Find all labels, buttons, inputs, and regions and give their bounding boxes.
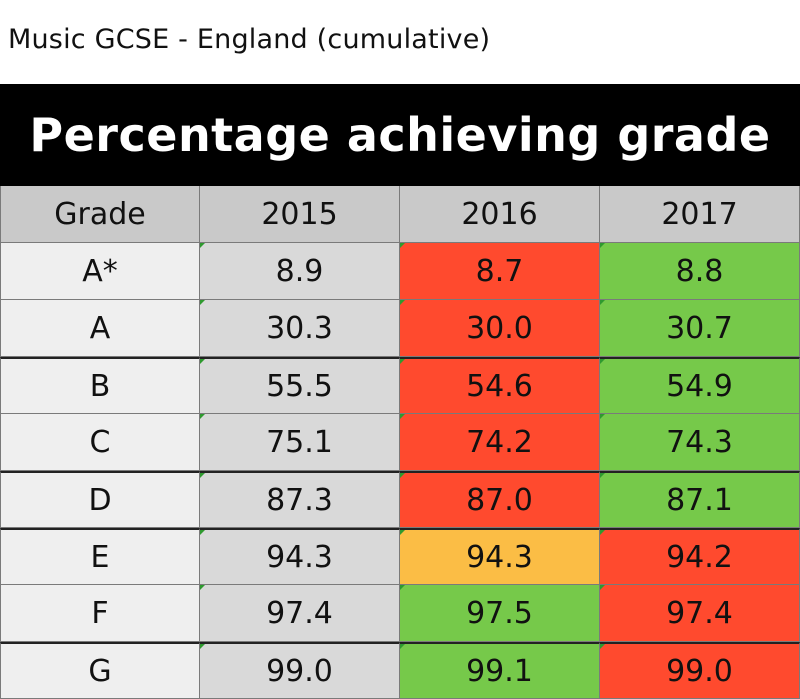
comment-marker (200, 530, 205, 535)
cell-value: 97.5 (466, 595, 533, 631)
value-2016-cell: 87.0 (400, 471, 600, 528)
results-table: Percentage achieving grade Grade 2015 20… (0, 84, 800, 699)
cell-value: 87.0 (466, 482, 533, 518)
header-grade: Grade (0, 186, 200, 243)
grade-cell: C (0, 414, 200, 471)
cell-value: 99.0 (666, 653, 733, 689)
cell-value: 87.3 (266, 482, 333, 518)
cell-value: 99.0 (266, 653, 333, 689)
comment-marker (400, 585, 405, 590)
value-2015-cell: 55.5 (200, 357, 400, 414)
comment-marker (400, 300, 405, 305)
comment-marker (200, 414, 205, 419)
comment-marker (400, 243, 405, 248)
value-2017-cell: 99.0 (600, 642, 800, 699)
cell-value: 94.3 (466, 539, 533, 575)
value-2016-cell: 30.0 (400, 300, 600, 357)
value-2016-cell: 97.5 (400, 585, 600, 642)
cell-value: 54.9 (666, 368, 733, 404)
value-2016-cell: 74.2 (400, 414, 600, 471)
value-2016-cell: 94.3 (400, 528, 600, 585)
value-2015-cell: 75.1 (200, 414, 400, 471)
comment-marker (200, 243, 205, 248)
cell-value: 8.8 (675, 253, 724, 289)
comment-marker (600, 644, 605, 649)
value-2015-cell: 94.3 (200, 528, 400, 585)
comment-marker (600, 585, 605, 590)
value-2017-cell: 74.3 (600, 414, 800, 471)
cell-value: 55.5 (266, 368, 333, 404)
comment-marker (200, 359, 205, 364)
comment-marker (400, 473, 405, 478)
cell-value: 30.0 (466, 310, 533, 346)
value-2017-cell: 8.8 (600, 243, 800, 300)
table-row: D 87.3 87.0 87.1 (0, 471, 800, 528)
header-2017: 2017 (600, 186, 800, 243)
cell-value: 8.7 (475, 253, 524, 289)
cell-value: 75.1 (266, 424, 333, 460)
cell-value: 54.6 (466, 368, 533, 404)
table-row: A 30.3 30.0 30.7 (0, 300, 800, 357)
comment-marker (400, 414, 405, 419)
comment-marker (400, 359, 405, 364)
cell-value: 30.7 (666, 310, 733, 346)
cell-value: 99.1 (466, 653, 533, 689)
grade-cell: A* (0, 243, 200, 300)
grade-cell: E (0, 528, 200, 585)
table-row: E 94.3 94.3 94.2 (0, 528, 800, 585)
comment-marker (200, 473, 205, 478)
grade-cell: A (0, 300, 200, 357)
grade-cell: F (0, 585, 200, 642)
comment-marker (200, 585, 205, 590)
value-2017-cell: 94.2 (600, 528, 800, 585)
grade-cell: G (0, 642, 200, 699)
table-banner: Percentage achieving grade (0, 84, 800, 186)
cell-value: 94.3 (266, 539, 333, 575)
comment-marker (600, 243, 605, 248)
cell-value: 8.9 (275, 253, 324, 289)
cell-value: 74.2 (466, 424, 533, 460)
value-2015-cell: 97.4 (200, 585, 400, 642)
comment-marker (400, 530, 405, 535)
comment-marker (400, 644, 405, 649)
header-2016: 2016 (400, 186, 600, 243)
value-2016-cell: 99.1 (400, 642, 600, 699)
comment-marker (600, 530, 605, 535)
grade-cell: B (0, 357, 200, 414)
table-row: C 75.1 74.2 74.3 (0, 414, 800, 471)
table-row: F 97.4 97.5 97.4 (0, 585, 800, 642)
cell-value: 97.4 (666, 595, 733, 631)
value-2017-cell: 97.4 (600, 585, 800, 642)
comment-marker (200, 644, 205, 649)
cell-value: 97.4 (266, 595, 333, 631)
value-2017-cell: 54.9 (600, 357, 800, 414)
table-grid: Grade 2015 2016 2017 A* 8.9 8.7 8.8 A 30.3 30.… (0, 186, 800, 699)
cell-value: 94.2 (666, 539, 733, 575)
value-2017-cell: 87.1 (600, 471, 800, 528)
comment-marker (600, 414, 605, 419)
cell-value: 30.3 (266, 310, 333, 346)
table-row: G 99.0 99.1 99.0 (0, 642, 800, 699)
comment-marker (600, 300, 605, 305)
value-2015-cell: 30.3 (200, 300, 400, 357)
value-2016-cell: 8.7 (400, 243, 600, 300)
value-2016-cell: 54.6 (400, 357, 600, 414)
cell-value: 87.1 (666, 482, 733, 518)
value-2015-cell: 99.0 (200, 642, 400, 699)
comment-marker (600, 473, 605, 478)
cell-value: 74.3 (666, 424, 733, 460)
header-2015: 2015 (200, 186, 400, 243)
value-2015-cell: 87.3 (200, 471, 400, 528)
grade-cell: D (0, 471, 200, 528)
value-2017-cell: 30.7 (600, 300, 800, 357)
value-2015-cell: 8.9 (200, 243, 400, 300)
table-row: B 55.5 54.6 54.9 (0, 357, 800, 414)
comment-marker (200, 300, 205, 305)
page-title: Music GCSE - England (cumulative) (8, 24, 491, 55)
comment-marker (600, 359, 605, 364)
table-row: A* 8.9 8.7 8.8 (0, 243, 800, 300)
table-header-row: Grade 2015 2016 2017 (0, 186, 800, 243)
